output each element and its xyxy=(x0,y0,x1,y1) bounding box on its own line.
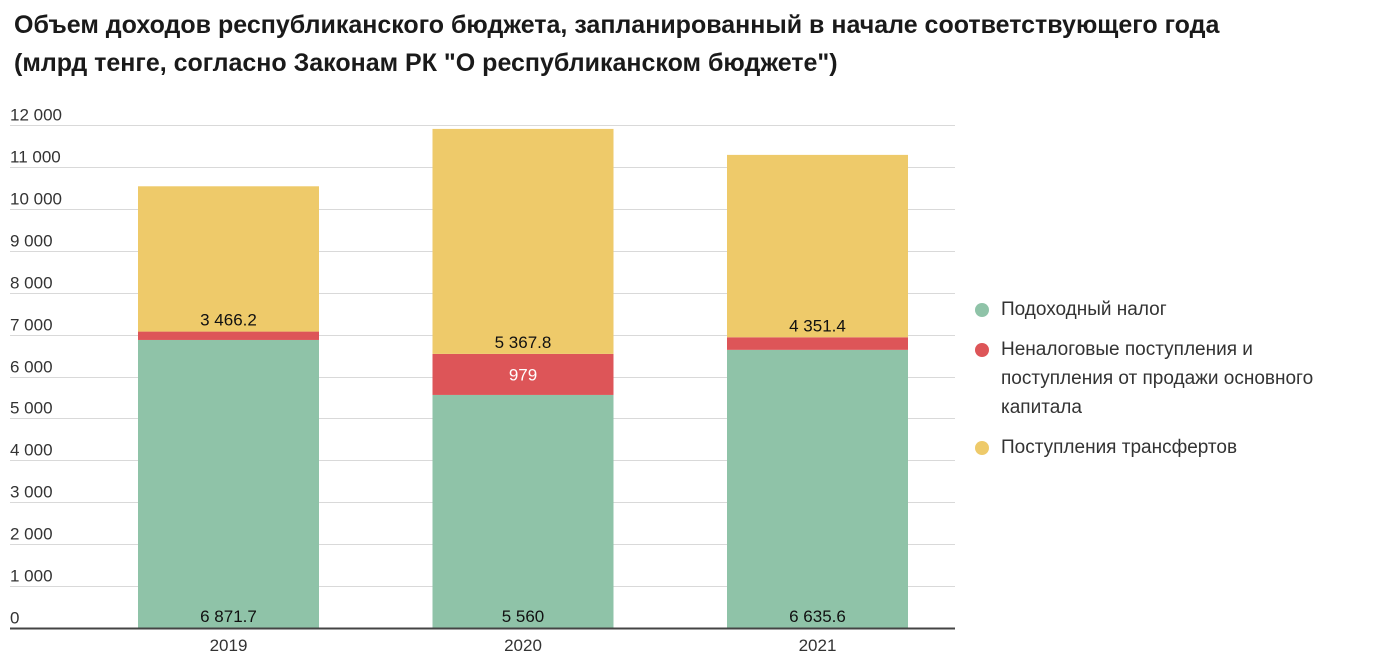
y-tick-label: 4 000 xyxy=(10,441,53,460)
y-axis-tick-labels: 0 1 000 2 000 3 000 4 000 5 000 6 000 7 000 8 00… xyxy=(10,106,62,628)
legend-label-non-tax-receipts: Неналоговые поступления и поступления от… xyxy=(1001,339,1314,418)
data-label: 3 466.2 xyxy=(200,311,257,330)
y-tick-label: 1 000 xyxy=(10,567,53,586)
chart-title-line-2: (млрд тенге, согласно Законам РК "О респ… xyxy=(14,49,838,77)
legend-label-transfers: Поступления трансфертов xyxy=(1001,437,1238,458)
legend-swatch-transfers xyxy=(975,441,989,455)
legend-item-transfers: Поступления трансфертов xyxy=(975,433,1375,462)
bar-segment xyxy=(727,349,908,628)
data-label: 979 xyxy=(509,365,537,384)
bar-segment xyxy=(432,394,614,628)
data-label: 6 635.6 xyxy=(789,607,846,626)
bar-segment xyxy=(432,128,614,354)
y-tick-label: 12 000 xyxy=(10,106,62,125)
legend-swatch-non-tax-receipts xyxy=(975,343,989,357)
bar-segment xyxy=(138,331,319,340)
legend-label-income-tax: Подоходный налог xyxy=(1001,299,1167,320)
data-label: 5 560 xyxy=(502,607,545,626)
y-tick-label: 10 000 xyxy=(10,190,62,209)
x-tick-label: 2019 xyxy=(210,636,248,655)
data-label: 4 351.4 xyxy=(789,316,846,335)
chart-legend: Подоходный налог Неналоговые поступления… xyxy=(975,295,1375,473)
y-tick-label: 5 000 xyxy=(10,399,53,418)
data-labels: 6 871.7 3 466.2 5 560 979 5 367.8 6 635.6 4 35… xyxy=(200,311,846,626)
x-tick-label: 2020 xyxy=(504,636,542,655)
y-tick-label: 2 000 xyxy=(10,525,53,544)
bar-segment xyxy=(138,339,319,628)
legend-swatch-income-tax xyxy=(975,303,989,317)
legend-item-non-tax-receipts: Неналоговые поступления и поступления от… xyxy=(975,335,1375,422)
data-label: 6 871.7 xyxy=(200,607,257,626)
bar-segment xyxy=(727,154,908,338)
legend-item-income-tax: Подоходный налог xyxy=(975,295,1375,324)
bars xyxy=(138,128,908,628)
bar-segment xyxy=(727,337,908,350)
y-tick-label: 0 xyxy=(10,609,19,628)
y-tick-label: 7 000 xyxy=(10,316,53,335)
y-tick-label: 11 000 xyxy=(10,148,61,167)
y-tick-label: 9 000 xyxy=(10,232,53,251)
x-tick-label: 2021 xyxy=(799,636,837,655)
y-tick-label: 3 000 xyxy=(10,483,53,502)
bar-segment xyxy=(432,353,614,395)
bar-segment xyxy=(138,186,319,332)
y-tick-label: 6 000 xyxy=(10,358,53,377)
chart-title: Объем доходов республиканского бюджета, … xyxy=(14,6,1374,82)
x-axis-tick-labels: 2019 2020 2021 xyxy=(210,636,837,655)
data-label: 5 367.8 xyxy=(495,333,552,352)
chart-title-line-1: Объем доходов республиканского бюджета, … xyxy=(14,11,1220,39)
y-tick-label: 8 000 xyxy=(10,274,53,293)
